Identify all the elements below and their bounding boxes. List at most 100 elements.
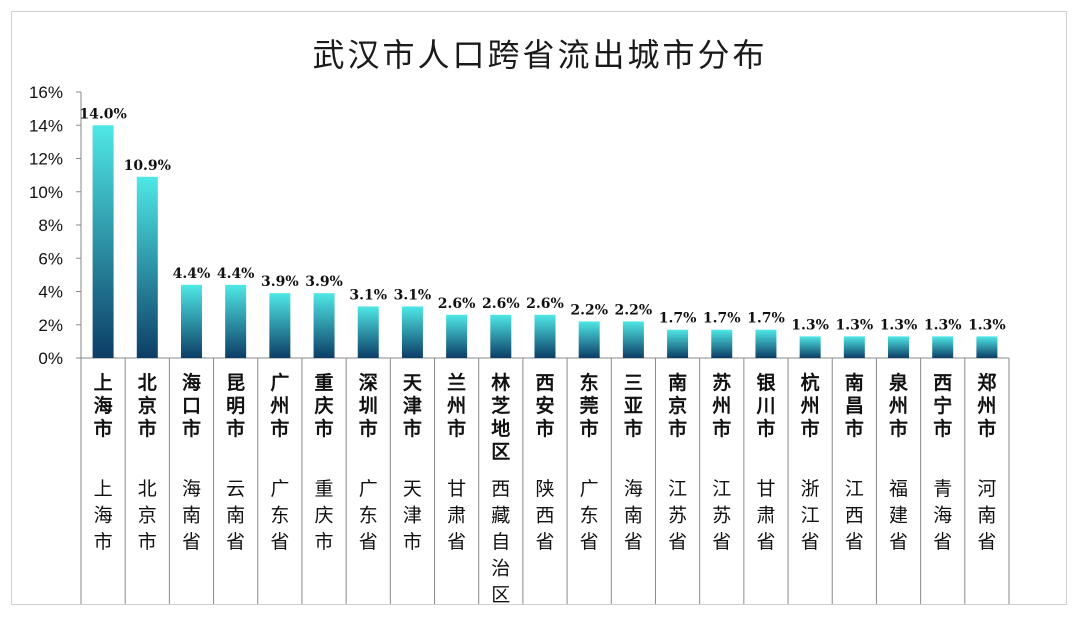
data-label: 1.3% <box>968 317 1006 333</box>
y-tick-label: 8% <box>38 216 63 235</box>
data-label: 2.6% <box>482 296 520 312</box>
bar <box>136 176 158 358</box>
province-label-text: 海南省 <box>624 478 643 553</box>
category-label: 东莞市 <box>580 371 599 440</box>
province-label-text: 江西省 <box>845 478 864 553</box>
province-label-text: 青海省 <box>933 478 952 553</box>
bar <box>755 329 777 358</box>
province-label-text: 陕西省 <box>535 478 554 553</box>
province-label: 浙江省 <box>801 478 820 553</box>
bar <box>357 306 379 358</box>
bars <box>92 125 998 358</box>
category-label-text: 重庆市 <box>315 372 334 440</box>
data-label: 4.4% <box>173 266 211 282</box>
bar <box>225 284 247 358</box>
category-label-text: 南昌市 <box>845 372 864 440</box>
province-label: 海南省 <box>182 478 201 553</box>
y-tick-label: 4% <box>38 283 63 302</box>
category-label: 南京市 <box>668 372 687 440</box>
province-label-text: 甘肃省 <box>756 478 775 553</box>
category-label: 重庆市 <box>315 372 334 440</box>
data-label: 14.0% <box>79 106 126 122</box>
data-label: 1.3% <box>880 317 918 333</box>
category-label-text: 天津市 <box>403 372 423 440</box>
province-label: 陕西省 <box>535 478 554 553</box>
province-label: 重庆市 <box>315 478 334 553</box>
bar <box>92 125 114 358</box>
y-tick-label: 16% <box>29 83 63 102</box>
bar <box>976 336 998 358</box>
data-label: 3.9% <box>261 274 299 290</box>
category-label-text: 兰州市 <box>447 371 466 440</box>
category-label-text: 南京市 <box>668 372 687 440</box>
y-tick-label: 10% <box>29 183 63 202</box>
category-label: 郑州市 <box>977 372 996 440</box>
category-label-text: 广州市 <box>270 371 289 440</box>
category-label-text: 西安市 <box>535 372 554 440</box>
data-label: 3.9% <box>305 274 343 290</box>
province-label-text: 河南省 <box>977 478 996 553</box>
bar <box>313 293 335 358</box>
province-label-text: 云南省 <box>226 478 245 553</box>
province-label: 广东省 <box>270 478 289 553</box>
category-label: 深圳市 <box>359 371 378 440</box>
category-labels: 上海市上海市北京市北京市海口市海南省昆明市云南省广州市广东省重庆市重庆市深圳市广… <box>94 371 997 606</box>
province-label: 河南省 <box>977 478 996 553</box>
bar <box>490 314 512 358</box>
category-label: 西安市 <box>535 372 554 440</box>
data-label: 3.1% <box>394 287 432 303</box>
data-label: 1.7% <box>703 311 741 327</box>
province-label: 海南省 <box>624 478 643 553</box>
bar <box>888 336 910 358</box>
bar <box>180 284 202 358</box>
category-label: 南昌市 <box>845 372 864 440</box>
category-label: 银川市 <box>755 371 776 440</box>
category-label-text: 苏州市 <box>712 371 731 440</box>
province-label: 甘肃省 <box>756 478 775 553</box>
province-label-text: 天津市 <box>403 478 422 553</box>
category-label: 苏州市 <box>712 371 731 440</box>
y-tick-label: 0% <box>38 349 63 368</box>
category-label: 广州市 <box>270 371 289 440</box>
data-label: 1.3% <box>791 317 829 333</box>
axes: 0% 2% 4% 6% 8% 10% 12% 14% 16% <box>29 83 1010 604</box>
province-label: 北京市 <box>138 478 157 553</box>
province-label: 福建省 <box>889 478 908 553</box>
bar <box>932 336 954 358</box>
category-label: 兰州市 <box>447 371 466 440</box>
y-tick-label: 2% <box>38 316 63 335</box>
category-label-text: 林芝地区 <box>491 371 510 463</box>
data-label: 1.3% <box>924 317 962 333</box>
province-label: 西藏自治区 <box>491 478 510 606</box>
province-label-text: 海南省 <box>182 478 201 553</box>
data-labels: 14.0% 10.9% 4.4% 4.4% 3.9% 3.9% 3.1% 3.1% 2.6% 2.… <box>79 106 1005 333</box>
province-label: 江苏省 <box>712 478 731 553</box>
category-label: 三亚市 <box>624 372 643 440</box>
province-label-text: 浙江省 <box>801 478 820 553</box>
data-label: 1.7% <box>659 311 697 327</box>
province-label: 广东省 <box>580 478 599 553</box>
province-label: 江西省 <box>845 478 864 553</box>
category-label-text: 西宁市 <box>933 372 952 440</box>
province-label-text: 北京市 <box>138 478 157 553</box>
y-tick-label: 12% <box>29 150 63 169</box>
data-label: 2.6% <box>438 296 476 312</box>
bar <box>446 314 468 358</box>
category-label: 林芝地区 <box>491 371 510 463</box>
data-label: 10.9% <box>124 158 171 174</box>
category-label-text: 三亚市 <box>624 372 643 440</box>
data-label: 2.2% <box>615 302 653 318</box>
y-tick-label: 6% <box>38 249 63 268</box>
province-label-text: 广东省 <box>580 478 599 553</box>
category-label: 杭州市 <box>801 371 820 440</box>
category-label-text: 泉州市 <box>888 371 909 440</box>
category-label-text: 北京市 <box>138 372 157 440</box>
province-label: 青海省 <box>933 478 952 553</box>
category-label-text: 郑州市 <box>977 372 996 440</box>
category-label-text: 东莞市 <box>580 371 599 440</box>
province-label-text: 广东省 <box>359 478 378 553</box>
bar <box>401 306 423 358</box>
province-label-text: 重庆市 <box>315 478 334 553</box>
province-label-text: 江苏省 <box>668 478 687 553</box>
